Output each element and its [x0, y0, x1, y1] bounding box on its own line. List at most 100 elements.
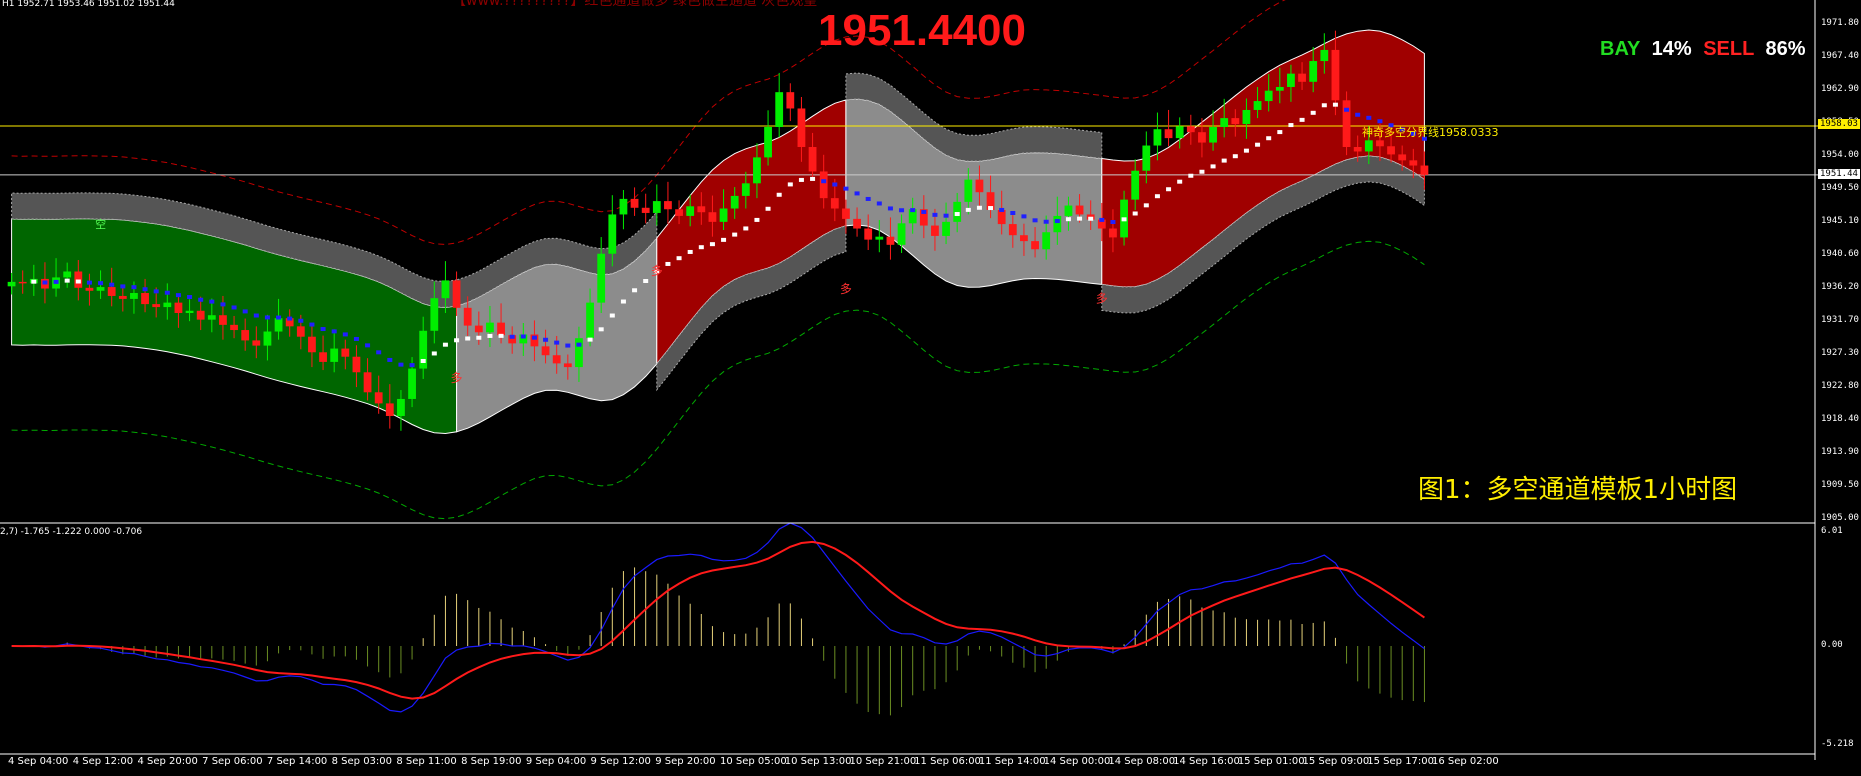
trend-dot — [554, 340, 560, 345]
time-tick-label: 4 Sep 20:00 — [137, 756, 198, 767]
trend-dot — [442, 342, 448, 347]
candle-body — [997, 209, 1006, 225]
trend-dot — [1255, 142, 1261, 147]
candle-body — [18, 281, 27, 284]
price-tick-label: 1909.50 — [1821, 479, 1859, 490]
trend-dot — [1410, 131, 1416, 136]
trend-dot — [320, 327, 326, 332]
trend-dot — [587, 337, 593, 342]
price-tick-label: 1927.30 — [1821, 347, 1859, 358]
trend-dot — [910, 208, 916, 213]
time-tick-label: 8 Sep 19:00 — [461, 756, 522, 767]
trend-dot — [131, 285, 137, 290]
trend-dot — [1388, 123, 1394, 128]
price-tick-label: 1971.80 — [1821, 18, 1859, 28]
channel-shadow-2 — [656, 225, 847, 392]
time-tick-label: 14 Sep 00:00 — [1043, 756, 1111, 767]
trend-dot — [798, 177, 804, 182]
candle-body — [430, 298, 439, 331]
candle-body — [530, 334, 539, 347]
trend-dot — [1366, 115, 1372, 120]
candle-body — [1253, 101, 1262, 110]
time-tick-label: 11 Sep 06:00 — [914, 756, 981, 767]
candle-body — [619, 198, 628, 215]
candle-body — [697, 206, 706, 213]
trend-dot — [1010, 210, 1016, 215]
candle-body — [775, 92, 784, 128]
time-tick-label: 15 Sep 01:00 — [1237, 756, 1305, 767]
trend-dot — [1299, 117, 1305, 122]
candle-body — [1198, 132, 1206, 143]
candle-body — [1309, 61, 1318, 82]
candle-body — [1008, 224, 1017, 236]
price-tick-label: 1954.00 — [1821, 149, 1859, 160]
time-tick-label: 11 Sep 14:00 — [978, 756, 1046, 767]
candle-body — [63, 271, 72, 278]
candle-body — [1220, 118, 1229, 128]
trend-dot — [86, 280, 92, 285]
candle-body — [808, 147, 817, 172]
trend-dot — [709, 242, 715, 247]
time-tick-label: 7 Sep 14:00 — [266, 756, 328, 767]
symbol-ohlc-header: H1 1952.71 1953.46 1951.02 1951.44 — [2, 0, 175, 9]
candle-body — [1142, 145, 1151, 171]
macd-indicator — [11, 522, 1425, 716]
trend-dot — [409, 363, 415, 368]
time-tick-label: 10 Sep 21:00 — [849, 756, 917, 767]
trend-dot — [787, 182, 793, 187]
boundary-line-label: 神奇多空分界线1958.0333 — [1362, 126, 1499, 139]
trend-dot — [921, 209, 927, 214]
price-tick-label: 1922.80 — [1821, 381, 1859, 392]
trend-dot — [1099, 217, 1105, 222]
outer-bands — [11, 0, 1425, 520]
candle-body — [397, 398, 405, 416]
trend-dot — [1355, 112, 1361, 117]
indicator-tick-label: 6.01 — [1821, 526, 1843, 536]
trend-dot — [42, 280, 48, 285]
candle-body — [953, 201, 962, 222]
channel-shadow-4 — [1101, 155, 1425, 314]
trend-dot — [1210, 164, 1216, 169]
chart-frame — [0, 0, 1816, 760]
candle-body — [730, 195, 739, 209]
trend-dot — [543, 337, 549, 342]
candle-body — [1209, 127, 1217, 143]
trend-dot — [620, 299, 626, 304]
trend-dot — [1154, 194, 1160, 199]
trend-dots — [31, 102, 1427, 368]
last-price-tag: 1951.44 — [1818, 169, 1860, 179]
sell-label: SELL — [1703, 38, 1754, 60]
candle-body — [274, 318, 283, 332]
candle-body — [185, 310, 194, 313]
price-tick-label: 1913.90 — [1821, 447, 1859, 458]
sentiment-panel: BAY 14% SELL 86% — [1600, 38, 1806, 61]
trend-dot — [353, 336, 359, 341]
indicator-header: 2,7) -1.765 -1.222 0.000 -0.706 — [0, 527, 143, 537]
candle-body — [1042, 232, 1051, 250]
trend-dot — [231, 305, 237, 310]
trend-dot — [754, 217, 760, 222]
candle-body — [252, 340, 261, 346]
time-tick-label: 10 Sep 13:00 — [784, 756, 852, 767]
time-tick-label: 8 Sep 03:00 — [331, 756, 393, 767]
candle-body — [1376, 140, 1384, 147]
trend-dot — [1188, 173, 1194, 178]
trend-dot — [276, 315, 282, 320]
candle-body — [853, 218, 861, 229]
candle-body — [85, 287, 94, 291]
candle-body — [219, 315, 227, 325]
trend-dot — [1399, 127, 1405, 132]
trend-dot — [1177, 179, 1183, 184]
candle-body — [263, 331, 272, 346]
candle-body — [141, 292, 149, 305]
trend-dot — [654, 269, 660, 274]
trend-dot — [53, 279, 59, 284]
trend-dot — [431, 351, 437, 356]
trend-dot — [465, 336, 471, 341]
trend-dot — [1344, 107, 1350, 112]
trend-dot — [576, 342, 582, 347]
candle-body — [864, 228, 873, 240]
candle-body — [708, 212, 717, 222]
